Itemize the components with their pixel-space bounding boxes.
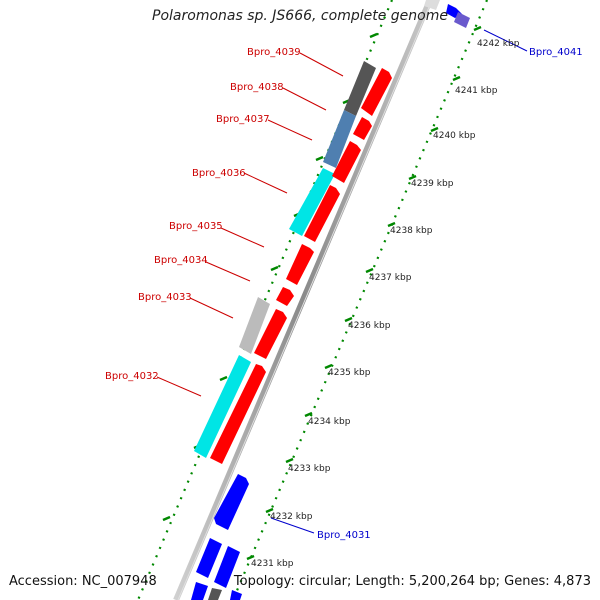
scale-label: 4232 kbp <box>270 512 313 522</box>
cds-arrow-bpro-4039[interactable] <box>361 68 392 116</box>
scale-label: 4241 kbp <box>455 86 498 96</box>
gene-label-bpro-4033[interactable]: Bpro_4033 <box>138 292 192 303</box>
gene-label-bpro-4035[interactable]: Bpro_4035 <box>169 221 223 232</box>
label-leader-lines <box>156 29 528 534</box>
cds-arrow-bpro-4034[interactable] <box>276 287 294 306</box>
gene-tick-marks <box>162 32 378 522</box>
gene-label-bpro-4031[interactable]: Bpro_4031 <box>317 530 371 541</box>
cds-arrow-bpro-4032[interactable] <box>210 364 266 464</box>
gene-block-bpro-4039[interactable] <box>344 61 376 116</box>
gene-label-bpro-4036[interactable]: Bpro_4036 <box>192 168 246 179</box>
scale-label: 4235 kbp <box>328 368 371 378</box>
genome-title: Polaromonas sp. JS666, complete genome <box>152 8 448 24</box>
accession-text: Accession: NC_007948 <box>9 574 157 589</box>
cds-arrow-bpro-4041b[interactable] <box>454 12 470 28</box>
cds-arrow-bottom-2[interactable] <box>214 546 240 588</box>
scale-label: 4242 kbp <box>477 39 520 49</box>
scale-tick-marks <box>246 25 482 561</box>
cds-arrow-bottom-1[interactable] <box>196 538 222 578</box>
topology-text: Topology: circular; Length: 5,200,264 bp… <box>233 574 591 589</box>
scale-label: 4236 kbp <box>348 321 391 331</box>
gene-label-bpro-4039[interactable]: Bpro_4039 <box>247 47 301 58</box>
gene-block-top <box>424 0 440 10</box>
gene-block-bpro-4038[interactable] <box>323 110 356 168</box>
backbone-highlight <box>177 0 433 600</box>
cds-arrow-bottom-5[interactable] <box>230 590 242 600</box>
gene-label-bpro-4032[interactable]: Bpro_4032 <box>105 371 159 382</box>
gene-label-bpro-4041[interactable]: Bpro_4041 <box>529 47 583 58</box>
scale-label: 4238 kbp <box>390 226 433 236</box>
scale-label: 4240 kbp <box>433 131 476 141</box>
genome-backbone <box>173 0 433 600</box>
cds-arrow-bpro-4031[interactable] <box>214 474 249 530</box>
cds-arrow-bpro-4036[interactable] <box>304 185 340 242</box>
scale-label: 4239 kbp <box>411 179 454 189</box>
cds-arrow-bottom-3[interactable] <box>191 582 208 600</box>
gene-block-bpro-4032[interactable] <box>194 355 251 458</box>
gene-label-bpro-4037[interactable]: Bpro_4037 <box>216 114 270 125</box>
cds-arrow-bpro-4037[interactable] <box>332 141 361 183</box>
cds-arrow-bpro-4038[interactable] <box>353 117 372 140</box>
outer-dotted-ring-right <box>231 0 489 600</box>
gene-block-bpro-4033[interactable] <box>239 297 270 354</box>
scale-label: 4233 kbp <box>288 464 331 474</box>
scale-label: 4237 kbp <box>369 273 412 283</box>
cds-arrow-bottom-4[interactable] <box>208 588 222 600</box>
cds-arrow-bpro-4035[interactable] <box>286 244 314 285</box>
scale-label: 4234 kbp <box>308 417 351 427</box>
cds-arrow-bpro-4033[interactable] <box>254 309 287 359</box>
gene-label-bpro-4034[interactable]: Bpro_4034 <box>154 255 208 266</box>
gene-block-bpro-4036[interactable] <box>289 168 335 236</box>
scale-label: 4231 kbp <box>251 559 294 569</box>
gene-label-bpro-4038[interactable]: Bpro_4038 <box>230 82 284 93</box>
